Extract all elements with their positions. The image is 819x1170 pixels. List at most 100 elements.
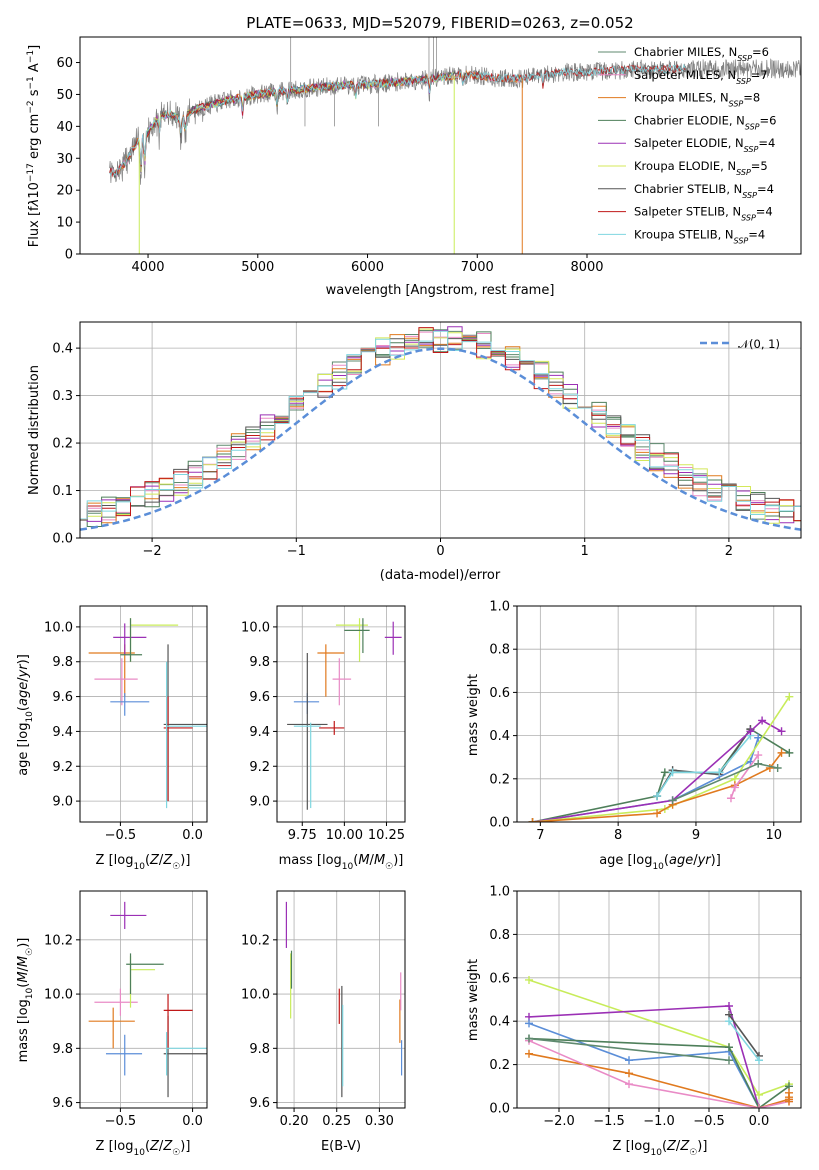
ageM-xtick-label: 9.75 — [288, 828, 317, 843]
legend-label-8: Kroupa STELIB, NSSP=4 — [634, 227, 765, 245]
normal-legend-label: 𝒩(0, 1) — [738, 337, 780, 351]
massE-ytick-label: 9.6 — [249, 1096, 270, 1111]
massE-ytick-label: 10.0 — [241, 988, 270, 1003]
legend-text: Salpeter STELIB, N — [634, 205, 741, 219]
spectrum-xtick-label: 7000 — [461, 260, 494, 275]
massZ-xlabel: Z [log10(Z/Z☉)] — [96, 1139, 191, 1158]
residuals-xtick-label: −2 — [143, 544, 162, 559]
legend-tail: =4 — [757, 182, 774, 196]
wAge-xtick-label: 9 — [692, 828, 700, 843]
spectrum-ytick-label: 0 — [65, 248, 73, 263]
wZ-ytick-label: 0.6 — [489, 971, 510, 986]
spectrum-ytick-label: 10 — [56, 216, 73, 231]
legend-text: Kroupa ELODIE, N — [634, 159, 736, 173]
ageZ-ytick-label: 9.8 — [52, 655, 73, 670]
wAge-series-line-5 — [532, 696, 790, 822]
wZ-series-marker — [755, 1090, 763, 1099]
mass-vs-extinction-panel: 0.20 0.25 0.30 9.6 9.8 10.0 10.2 — [241, 890, 406, 1129]
model-line-8 — [109, 63, 686, 177]
massZ-frame — [79, 890, 208, 1109]
wZ-series-marker — [525, 1034, 533, 1043]
residuals-ytick-label: 0.3 — [52, 389, 73, 404]
ageM-xtick-label: 10.25 — [368, 828, 405, 843]
wAge-plot-area — [528, 692, 794, 822]
wAge-series-line-8 — [672, 762, 778, 802]
legend-sub: SSP — [729, 99, 744, 108]
legend-text: Kroupa MILES, N — [634, 91, 729, 105]
wAge-series-marker — [754, 733, 763, 742]
wZ-xtick-label: −2.0 — [543, 1114, 575, 1129]
legend-text: Chabrier MILES, N — [634, 45, 737, 59]
massE-xtick-label: 0.20 — [280, 1114, 309, 1129]
legend-tail: =5 — [751, 159, 768, 173]
legend-label-3: Chabrier ELODIE, NSSP=6 — [634, 113, 776, 130]
legend-sub: SSP — [744, 145, 759, 154]
legend-label-6: Chabrier STELIB, NSSP=4 — [634, 182, 774, 200]
wZ-series-line-2 — [528, 1022, 760, 1108]
wAge-series-marker — [653, 792, 662, 801]
massZ-ytick-label: 10.2 — [44, 933, 73, 948]
ageZ-xtick-label: −0.5 — [105, 828, 137, 843]
wAge-ytick-label: 0.8 — [489, 643, 510, 658]
massZ-ytick-label: 9.8 — [52, 1042, 73, 1057]
age-vs-metallicity-panel: −0.5 0.0 9.0 9.2 9.4 9.6 9.8 10.0 — [44, 605, 208, 843]
ageM-ytick-label: 9.4 — [249, 725, 270, 740]
ageZ-xtick-label: 0.0 — [182, 828, 203, 843]
wAge-xtick-label: 7 — [536, 828, 544, 843]
wZ-ytick-label: 0.0 — [489, 1102, 510, 1117]
histogram-step-8 — [80, 330, 801, 520]
weight-vs-age-panel: 7 8 9 10 0.0 0.2 0.4 0.6 0.8 1.0 — [489, 600, 802, 843]
wZ-series-line-3 — [528, 1037, 790, 1108]
ageM-xtick-label: 10.00 — [326, 828, 363, 843]
residuals-xtick-label: 1 — [581, 544, 589, 559]
ageM-plot-area — [287, 618, 402, 810]
legend-label-1: Salpeter MILES, NSSP=7 — [634, 68, 768, 86]
massE-plot-area — [285, 901, 403, 1098]
spectrum-ytick-label: 50 — [56, 88, 73, 103]
massE-xtick-label: 0.30 — [365, 1114, 394, 1129]
wZ-xlabel: Z [log10(Z/Z☉)] — [613, 1139, 708, 1158]
wZ-ytick-label: 1.0 — [489, 885, 510, 900]
normal-curve-line — [80, 347, 801, 531]
legend-label-4: Salpeter ELODIE, NSSP=4 — [634, 136, 775, 154]
legend-tail: =4 — [756, 205, 773, 219]
wZ-series-marker — [725, 1002, 733, 1011]
wAge-series-line-0 — [532, 728, 790, 822]
residuals-ytick-label: 0.0 — [52, 532, 73, 547]
ageZ-ylabel: age [log10(age/yr)] — [16, 654, 35, 776]
legend-text: Chabrier STELIB, N — [634, 182, 742, 196]
wAge-series-line-2 — [656, 735, 752, 797]
spectrum-xlabel: wavelength [Angstrom, rest frame] — [326, 283, 555, 298]
ageM-ytick-label: 9.0 — [249, 795, 270, 810]
residuals-xtick-label: −1 — [287, 544, 306, 559]
wAge-series-marker — [746, 727, 755, 736]
spectrum-frame — [79, 36, 802, 255]
wAge-series-marker — [660, 768, 669, 777]
wAge-series-marker — [653, 809, 662, 818]
spectrum-xtick-label: 5000 — [241, 260, 274, 275]
wZ-xtick-label: 0.0 — [749, 1114, 770, 1129]
wAge-ylabel: mass weight — [466, 674, 481, 756]
wZ-series-marker — [625, 1080, 633, 1089]
wZ-series-marker — [625, 1069, 633, 1078]
wAge-series-marker — [765, 764, 774, 772]
age-vs-mass-panel: 9.75 10.00 10.25 9.0 9.2 9.4 9.6 9.8 10.0 — [241, 605, 406, 843]
residuals-xlabel: (data-model)/error — [380, 568, 501, 583]
wAge-xtick-label: 8 — [614, 828, 622, 843]
residuals-plot-area — [80, 326, 801, 531]
residuals-xtick-label: 0 — [436, 544, 444, 559]
ageM-ytick-label: 10.0 — [241, 620, 270, 635]
residuals-frame — [79, 321, 802, 539]
wAge-ytick-label: 1.0 — [489, 600, 510, 615]
wAge-ytick-label: 0.2 — [489, 772, 510, 787]
legend-text: Salpeter ELODIE, N — [634, 136, 744, 150]
massZ-ytick-label: 9.6 — [52, 1096, 73, 1111]
massZ-plot-area — [88, 901, 207, 1098]
mass-vs-metallicity-panel: −0.5 0.0 9.6 9.8 10.0 10.2 — [44, 890, 208, 1129]
wZ-series-marker — [725, 1017, 733, 1026]
spectrum-ytick-label: 20 — [56, 184, 73, 199]
spectrum-ytick-label: 40 — [56, 120, 73, 135]
wAge-ytick-label: 0.4 — [489, 729, 510, 744]
wZ-series-marker — [725, 1043, 733, 1052]
wAge-ytick-label: 0.6 — [489, 686, 510, 701]
